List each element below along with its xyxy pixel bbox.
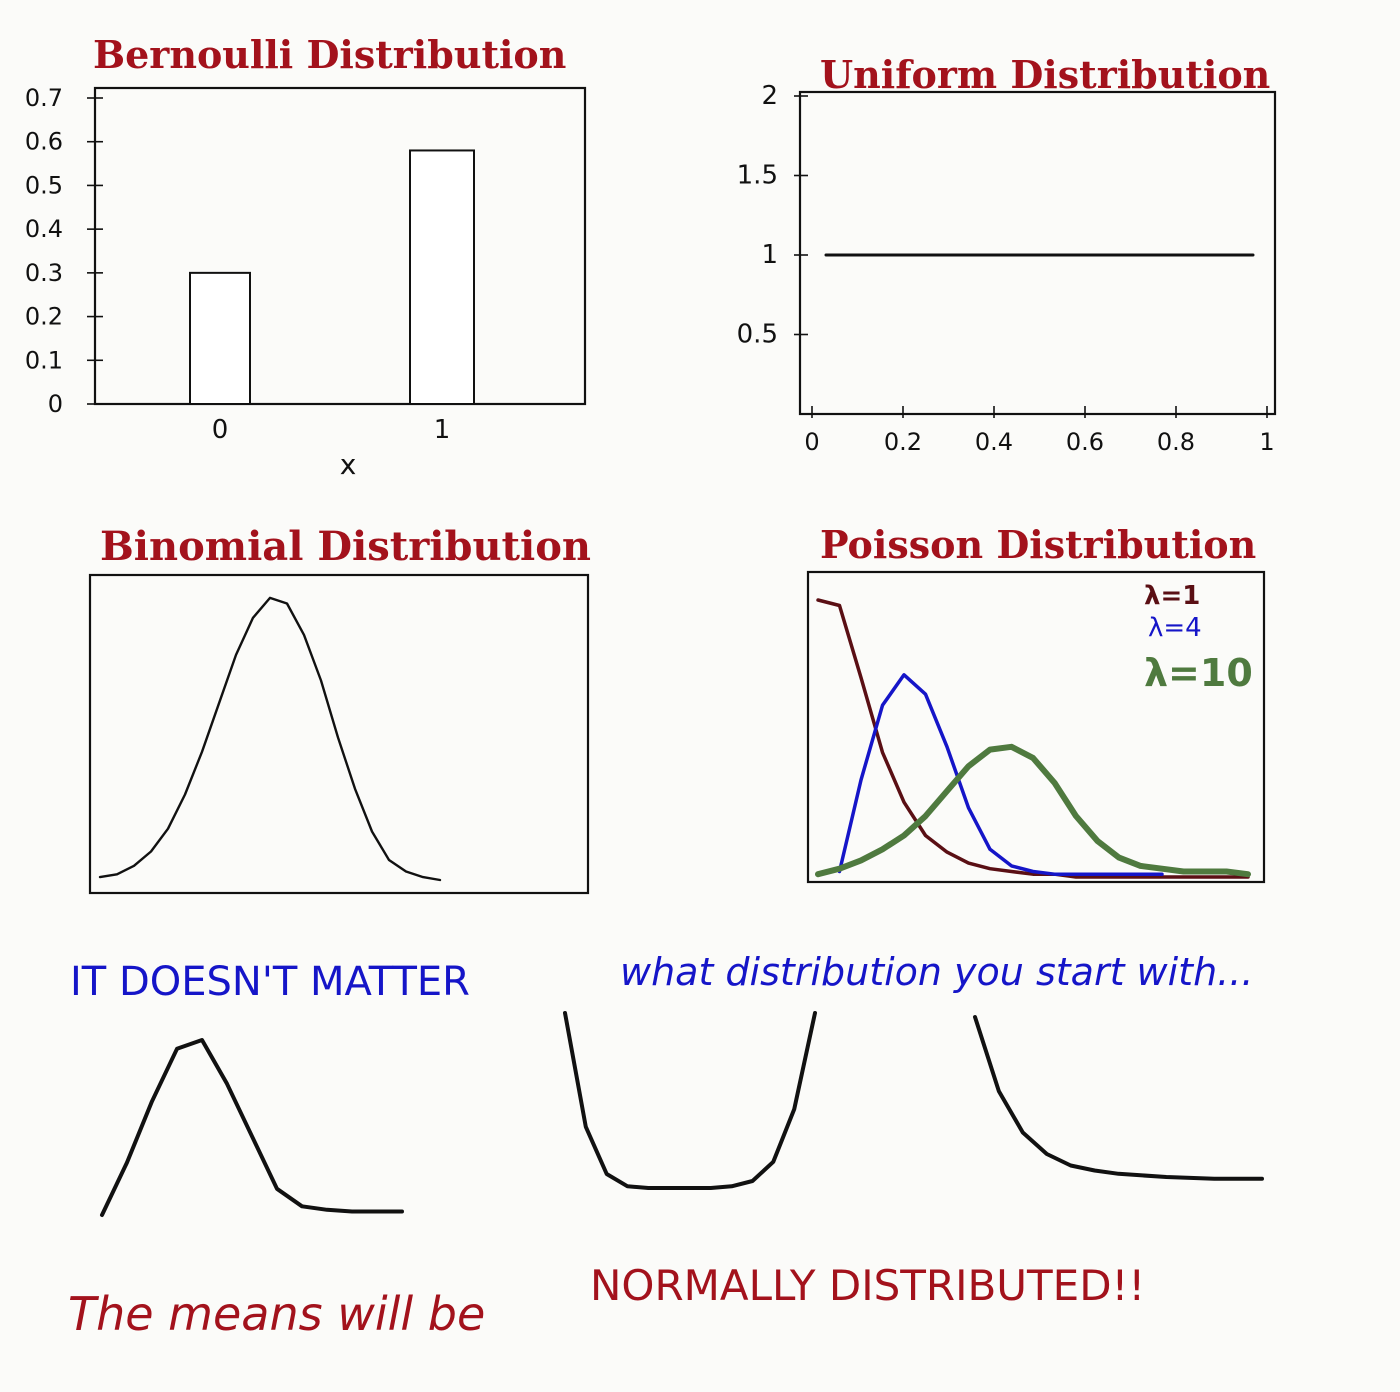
- bernoulli-bar: [189, 271, 251, 405]
- bernoulli-ytick-label: 0.1: [25, 346, 63, 374]
- bernoulli-ytick-label: 0.7: [25, 84, 63, 112]
- uniform-ytick-label: 2: [761, 81, 778, 111]
- skewed-peak-sketch: [100, 1038, 404, 1217]
- bernoulli-frame: [93, 86, 587, 406]
- bernoulli-ytick-label: 0.6: [25, 128, 63, 156]
- bernoulli-ytick-label: 0.3: [25, 259, 63, 287]
- message-what-distribution: what distribution you start with...: [620, 950, 1253, 994]
- poisson-curve-lambda10: [815, 743, 1251, 878]
- uniform-xtick-label: 0.6: [1066, 428, 1104, 456]
- message-it-doesnt-matter: IT DOESN'T MATTER: [70, 959, 470, 1005]
- bernoulli-bar: [409, 149, 475, 405]
- bernoulli-xlabel: x: [340, 448, 357, 481]
- binomial-frame: [88, 573, 590, 895]
- binomial-title: Binomial Distribution: [100, 523, 591, 570]
- message-normally-distributed: NORMALLY DISTRIBUTED!!: [590, 1261, 1145, 1310]
- message-the-means-will-be: The means will be: [68, 1287, 485, 1341]
- uniform-xtick-label: 0.4: [975, 428, 1013, 456]
- bernoulli-xtick-label: 1: [434, 415, 451, 445]
- decay-curve-sketch: [973, 1015, 1264, 1181]
- bernoulli-xtick-label: 0: [212, 415, 229, 445]
- poisson-frame: [806, 570, 1266, 884]
- uniform-xtick-label: 0.8: [1157, 428, 1195, 456]
- bernoulli-ytick-label: 0.5: [25, 171, 63, 199]
- bernoulli-title: Bernoulli Distribution: [93, 32, 566, 77]
- u-shape-sketch: [563, 1011, 817, 1190]
- bernoulli-ytick-label: 0.4: [25, 215, 63, 243]
- uniform-frame: [798, 90, 1277, 416]
- uniform-ytick-label: 1.5: [737, 161, 778, 191]
- poisson-curve-lambda1: [816, 598, 1250, 879]
- bernoulli-ytick-label: 0.2: [25, 303, 63, 331]
- uniform-xtick-label: 0: [804, 428, 819, 456]
- uniform-title: Uniform Distribution: [820, 52, 1270, 97]
- bernoulli-ytick-label: 0: [48, 390, 63, 418]
- uniform-ytick-label: 1: [761, 240, 778, 270]
- poisson-legend-lambda10: λ=10: [1144, 651, 1253, 695]
- poisson-curve-lambda4: [837, 673, 1164, 876]
- poisson-legend-lambda1: λ=1: [1144, 581, 1200, 611]
- binomial-curve: [98, 596, 442, 882]
- poisson-title: Poisson Distribution: [820, 522, 1256, 567]
- poisson-legend-lambda4: λ=4: [1148, 613, 1202, 643]
- uniform-xtick-label: 0.2: [884, 428, 922, 456]
- uniform-xtick-label: 1: [1259, 428, 1274, 456]
- uniform-ytick-label: 0.5: [737, 320, 778, 350]
